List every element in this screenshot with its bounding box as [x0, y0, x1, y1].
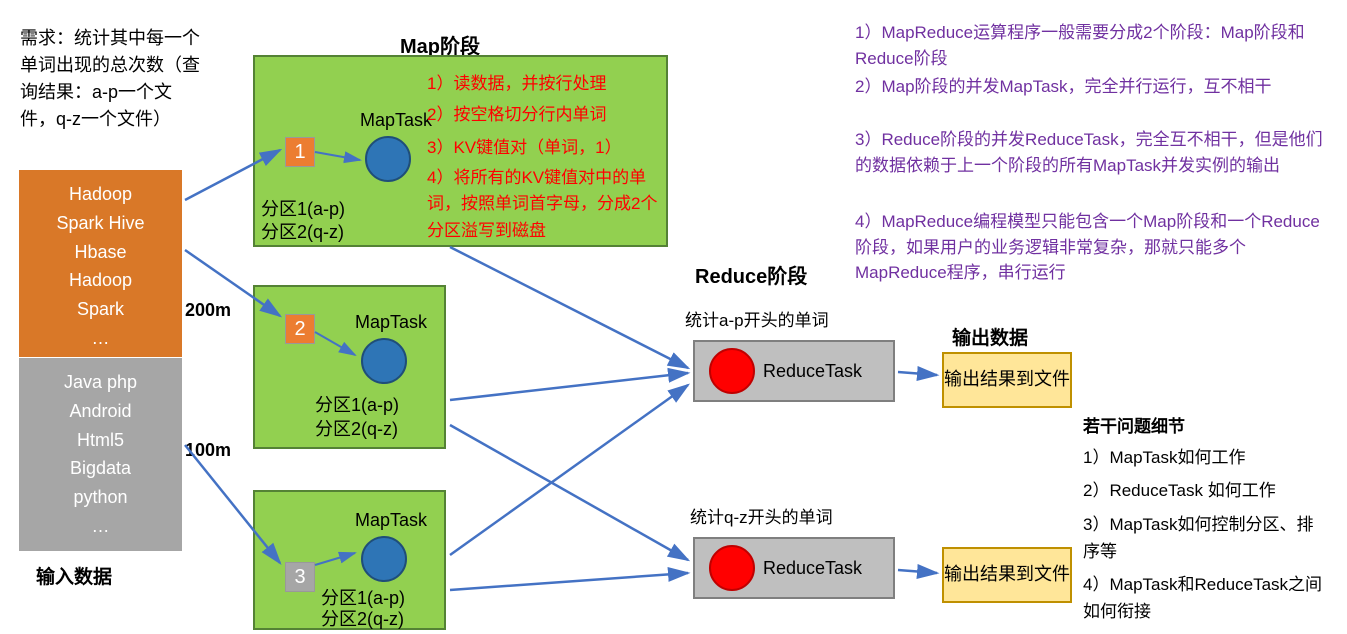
requirement-text: 需求：统计其中每一个单词出现的总次数（查询结果：a-p一个文件，q-z一个文件） [20, 25, 200, 133]
line: … [19, 512, 182, 541]
line: Spark Hive [19, 209, 182, 238]
line: Html5 [19, 426, 182, 455]
issue-item: 4）MapTask和ReduceTask之间如何衔接 [1083, 571, 1323, 625]
partition-2: 分区2(q-z) [261, 218, 344, 244]
reduce-stat-label-2: 统计q-z开头的单词 [690, 503, 833, 528]
map-step-3: 3）KV键值对（单词，1） [427, 135, 657, 161]
reduce-stage-title: Reduce阶段 [695, 260, 807, 289]
input-data-box-2: Java php Android Html5 Bigdata python … [18, 357, 183, 552]
map-step-2: 2）按空格切分行内单词 [427, 102, 657, 128]
issues-block: 若干问题细节 1）MapTask如何工作 2）ReduceTask 如何工作 3… [1083, 413, 1323, 631]
map-task-label: MapTask [355, 510, 427, 531]
partition-1: 分区1(a-p) [315, 391, 399, 417]
line: Android [19, 397, 182, 426]
map-task-box-1: 1 MapTask 分区1(a-p) 分区2(q-z) 1）读数据，并按行处理 … [253, 55, 668, 247]
partition-2: 分区2(q-z) [315, 415, 398, 441]
map-index-3: 3 [285, 562, 315, 592]
map-index-2: 2 [285, 314, 315, 344]
input-data-box-1: Hadoop Spark Hive Hbase Hadoop Spark … [18, 169, 183, 364]
map-step-1: 1）读数据，并按行处理 [427, 71, 657, 97]
map-step-4: 4）将所有的KV键值对中的单词，按照单词首字母，分成2个分区溢写到磁盘 [427, 165, 665, 244]
reduce-stat-label-1: 统计a-p开头的单词 [685, 306, 829, 331]
map-index-1: 1 [285, 137, 315, 167]
map-task-box-3: 3 MapTask 分区1(a-p) 分区2(q-z) [253, 490, 446, 630]
map-task-circle-icon [361, 536, 407, 582]
note-4: 4）MapReduce编程模型只能包含一个Map阶段和一个Reduce阶段，如果… [855, 209, 1335, 286]
note-2: 2）Map阶段的并发MapTask，完全并行运行，互不相干 [855, 74, 1325, 100]
line: Hadoop [19, 180, 182, 209]
line: Bigdata [19, 454, 182, 483]
line: python [19, 483, 182, 512]
map-task-box-2: 2 MapTask 分区1(a-p) 分区2(q-z) [253, 285, 446, 449]
split-size-200m: 200m [185, 300, 231, 321]
map-task-circle-icon [365, 136, 411, 182]
issue-item: 2）ReduceTask 如何工作 [1083, 477, 1323, 504]
reduce-task-box-2: ReduceTask [693, 537, 895, 599]
issue-item: 1）MapTask如何工作 [1083, 444, 1323, 471]
reduce-task-label: ReduceTask [763, 361, 862, 382]
output-box-1: 输出结果到文件 [942, 352, 1072, 408]
map-task-circle-icon [361, 338, 407, 384]
line: Java php [19, 368, 182, 397]
issue-item: 3）MapTask如何控制分区、排序等 [1083, 511, 1323, 565]
line: Hadoop [19, 266, 182, 295]
input-data-label: 输入数据 [36, 562, 112, 589]
note-1: 1）MapReduce运算程序一般需要分成2个阶段：Map阶段和Reduce阶段 [855, 20, 1325, 71]
split-size-100m: 100m [185, 440, 231, 461]
partition-2: 分区2(q-z) [321, 605, 404, 631]
output-data-title: 输出数据 [952, 323, 1028, 350]
map-task-label: MapTask [360, 110, 432, 131]
map-task-label: MapTask [355, 312, 427, 333]
line: Spark [19, 295, 182, 324]
reduce-task-circle-icon [709, 545, 755, 591]
issues-title: 若干问题细节 [1083, 413, 1323, 440]
reduce-task-circle-icon [709, 348, 755, 394]
line: Hbase [19, 238, 182, 267]
output-box-2: 输出结果到文件 [942, 547, 1072, 603]
line: … [19, 324, 182, 353]
reduce-task-box-1: ReduceTask [693, 340, 895, 402]
reduce-task-label: ReduceTask [763, 558, 862, 579]
note-3: 3）Reduce阶段的并发ReduceTask，完全互不相干，但是他们的数据依赖… [855, 127, 1335, 178]
